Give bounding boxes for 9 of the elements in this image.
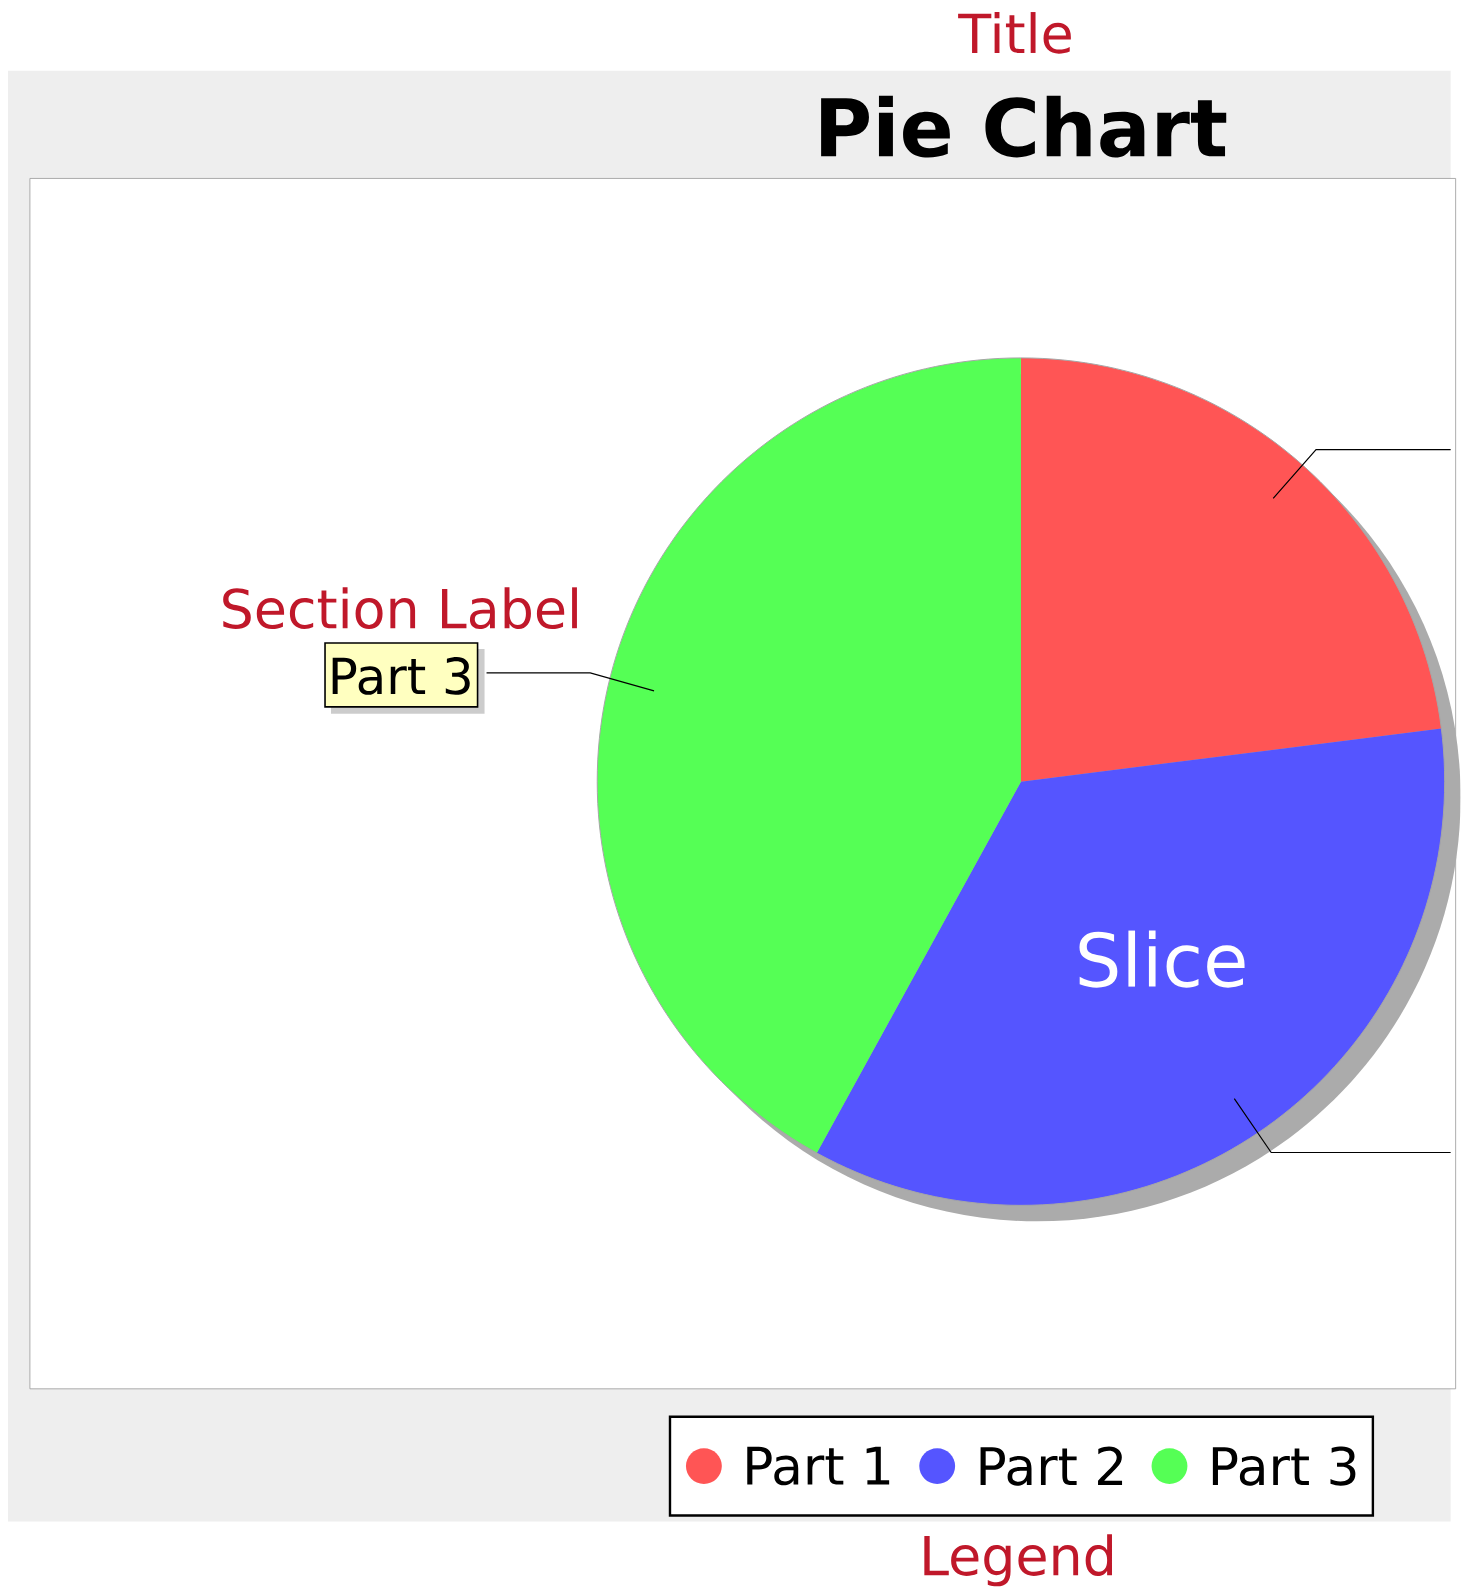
text: Legend xyxy=(924,1534,1113,1587)
legend-label: Part 3 xyxy=(1213,1446,1356,1486)
text: Slice xyxy=(1079,930,1245,988)
slice-label: Part 3 xyxy=(332,657,470,695)
text: Section Label xyxy=(223,587,578,629)
legend-label: Part 1 xyxy=(747,1446,890,1486)
text: Title xyxy=(958,12,1072,54)
chart-title: Pie Chart xyxy=(821,95,1227,158)
legend-label: Part 2 xyxy=(980,1446,1123,1486)
